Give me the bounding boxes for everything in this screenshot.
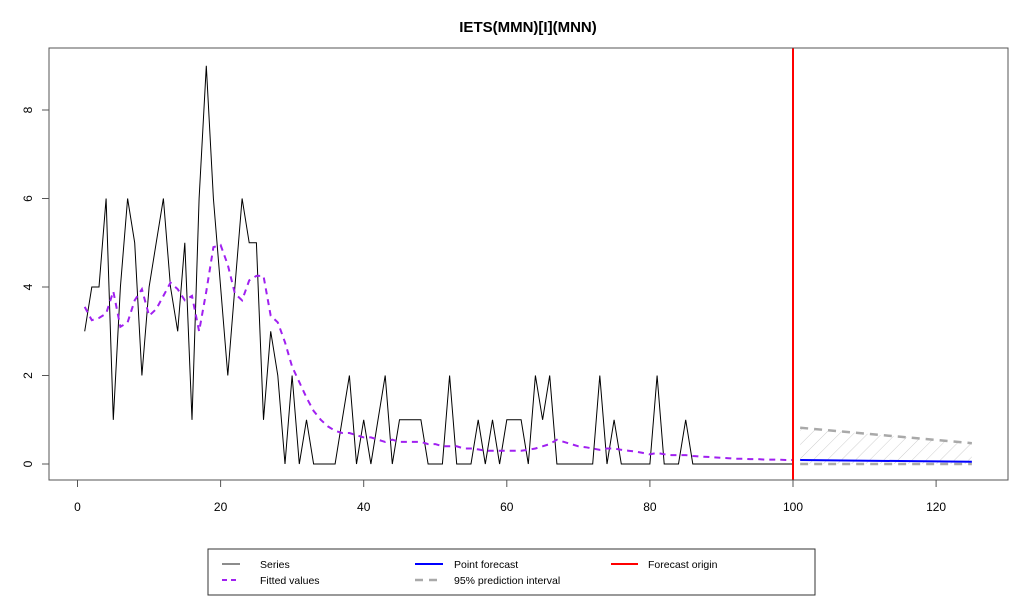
interval-upper-line <box>800 426 972 445</box>
x-tick-label: 80 <box>643 500 657 514</box>
y-axis: 0 2 4 6 8 <box>21 106 50 467</box>
legend-fitted-label: Fitted values <box>260 575 320 587</box>
chart-title: IETS(MMN)[I](MNN) <box>459 19 596 36</box>
point-forecast-line <box>800 459 972 463</box>
x-tick-label: 40 <box>357 500 371 514</box>
legend-point-forecast-label: Point forecast <box>454 559 518 571</box>
plot-frame <box>48 47 1009 481</box>
legend-series-label: Series <box>260 559 290 571</box>
x-axis: 0 20 40 60 80 100 120 <box>74 479 946 514</box>
legend-interval-label: 95% prediction interval <box>454 575 560 587</box>
legend-origin-label: Forecast origin <box>648 559 718 571</box>
x-tick-label: 100 <box>783 500 803 514</box>
x-tick-label: 20 <box>214 500 228 514</box>
x-tick-label: 60 <box>500 500 514 514</box>
series-line <box>84 65 793 465</box>
legend-box <box>207 548 816 596</box>
plot-area <box>83 48 972 480</box>
y-tick-label: 8 <box>21 106 35 113</box>
fitted-values-line <box>83 243 793 461</box>
y-tick-label: 0 <box>21 460 35 467</box>
y-tick-label: 4 <box>21 283 35 290</box>
x-tick-label: 0 <box>74 500 81 514</box>
prediction-interval-area <box>800 427 972 464</box>
y-tick-label: 2 <box>21 372 35 379</box>
legend: Series Fitted values Point forecast 95% … <box>207 548 816 596</box>
x-tick-label: 120 <box>926 500 946 514</box>
y-tick-label: 6 <box>21 195 35 202</box>
